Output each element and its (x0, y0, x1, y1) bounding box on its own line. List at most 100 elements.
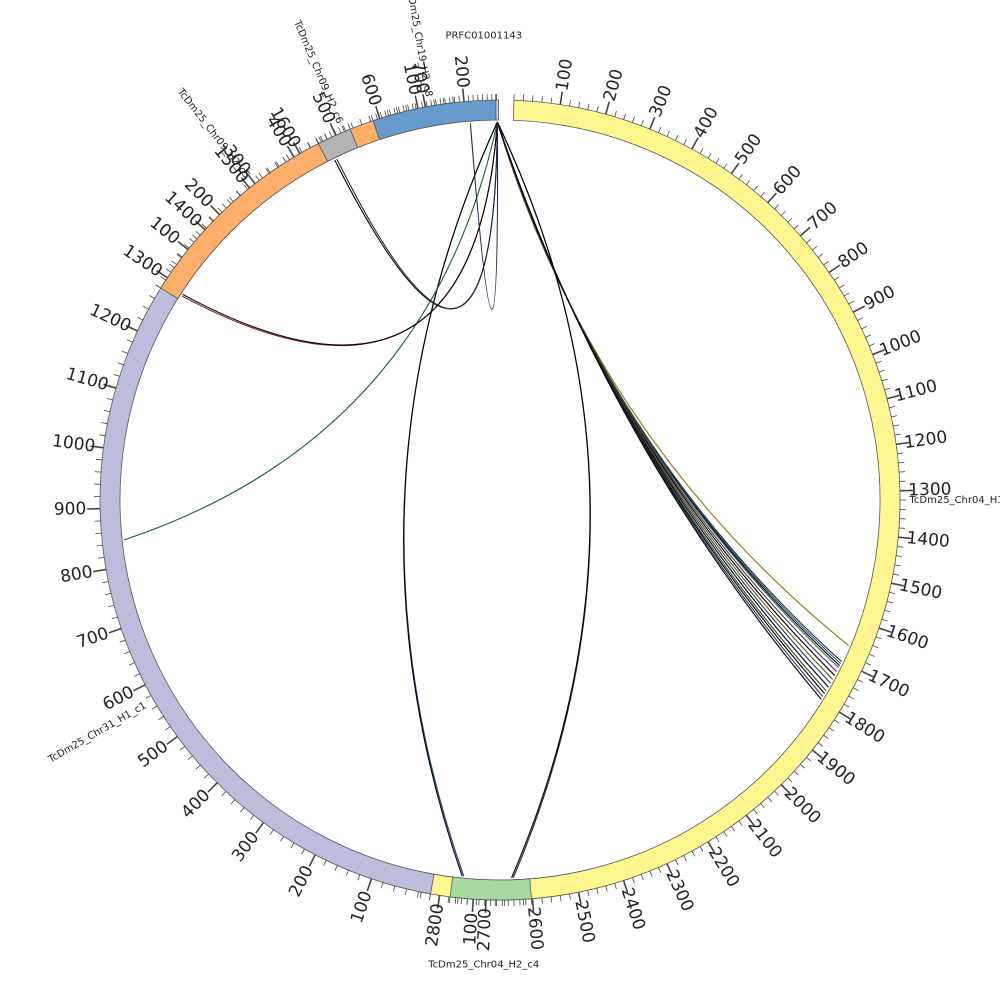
tick-chr31_h1_c1-1000 (90, 445, 104, 449)
tick-chr04_h1_c1-1800 (838, 711, 851, 720)
tick-chr04_h1_c1-860 (843, 292, 850, 297)
tick-chr09_h2_c5-440 (307, 142, 311, 148)
tick-chr04_h1_c1-1540 (886, 600, 893, 604)
tick-chr19_h2-20 (379, 111, 383, 118)
tick-chr04_h1_c1-1900 (811, 749, 823, 759)
tick-chr04_h1_c1-2280 (674, 859, 679, 866)
tick-chr04_h1_c1-1880 (817, 742, 824, 747)
tick-chr04_h1_c1-2240 (691, 850, 696, 857)
link-layer (123, 121, 850, 879)
tick-chr04_h1_c1-600 (767, 192, 777, 204)
tick-chr09_h2_c5-60 (171, 260, 177, 265)
tick-chr04_h1_c1-160 (587, 103, 590, 110)
tick-chr31_h1_c1-1640 (318, 136, 322, 143)
link-chr04_h2_c4-33 (496, 121, 591, 879)
tick-chr04_h1_c1-2780 (447, 896, 450, 903)
tick-label-chr31_h1_c1-500: 500 (134, 737, 172, 772)
tick-chr31_h1_c1-60 (392, 885, 396, 892)
tick-chr31_h1_c1-1460 (226, 199, 232, 205)
tick-chr09_h2_c5-560 (359, 118, 363, 125)
tick-chr04_h1_c1-1600 (878, 627, 892, 633)
tick-chr04_h1_c1-100 (559, 91, 564, 105)
tick-chr31_h1_c1-1140 (117, 362, 124, 366)
tick-chr04_h1_c1-1660 (868, 653, 875, 657)
segment-layer (99, 99, 901, 901)
tick-label-chr04_h1_c1-1200: 1200 (903, 427, 949, 453)
tick-chr04_h1_c1-720 (806, 238, 812, 244)
tick-chr04_h1_c1-1240 (898, 461, 905, 464)
tick-label-chr04_h1_c1-2400: 2400 (617, 885, 649, 932)
tick-label-chr04_h1_c1-400: 400 (690, 104, 723, 142)
tick-chr31_h1_c1-340 (240, 807, 245, 813)
tick-chr04_h1_c1-1020 (875, 360, 882, 364)
tick-chr04_h2_c4-130 (454, 897, 457, 904)
tick-chr04_h1_c1-2460 (596, 888, 599, 895)
tick-label-chr04_h1_c1-1900: 1900 (813, 747, 859, 790)
tick-chr31_h1_c1-620 (134, 673, 140, 677)
tick-chr04_h1_c1-2580 (541, 897, 543, 904)
tick-chr19_h2-30 (384, 110, 387, 117)
tick-chr09_h2_c5-720 (433, 99, 436, 106)
tick-chr04_h1_c1-1480 (893, 573, 900, 576)
segment-label-chr04_h2_c4: TcDm25_Chr04_H2_c4 (427, 960, 539, 971)
tick-chr04_h1_c1-2440 (605, 885, 608, 892)
tick-chr04_h1_c1-1560 (884, 609, 891, 613)
tick-chr19_h2-10 (375, 113, 378, 120)
tick-chr04_h1_c1-1500 (891, 582, 905, 587)
ideogram-prfc (495, 99, 500, 121)
tick-chr09_h2_c5-320 (258, 172, 263, 179)
tick-chr04_h1_c1-820 (833, 276, 840, 281)
tick-chr04_h1_c1-2140 (730, 826, 736, 832)
tick-chr04_h1_c1-1120 (889, 406, 896, 409)
tick-chr04_h1_c1-1160 (893, 424, 900, 427)
tick-chr31_h1_c1-80 (380, 882, 384, 889)
tick-chr04_h1_c1-280 (640, 119, 644, 126)
tick-chr31_h1_c1-1420 (208, 216, 214, 222)
tick-label-chr04_h1_c1-900: 900 (861, 282, 899, 315)
tick-chr31_h1_c1-1320 (169, 263, 175, 269)
segment-label-chr04_h1_c1: TcDm25_Chr04_H1_c1 (909, 495, 1000, 506)
tick-chr09_h2_c5-240 (229, 197, 234, 203)
tick-chr09_h2_c5-300 (246, 172, 256, 185)
tick-chr09_h2_c5-580 (368, 115, 372, 122)
tick-chr31_h1_c1-540 (158, 716, 164, 720)
tick-chr04_h1_c1-560 (753, 185, 758, 191)
tick-chr09_h2_c6-60 (342, 125, 346, 132)
tick-chr09_h2_c5-80 (177, 253, 183, 258)
tick-chr04_h1_c1-400 (691, 137, 699, 150)
tick-chr04_h1_c1-1180 (894, 433, 901, 436)
tick-chr09_h2_c6-10 (319, 135, 324, 142)
tick-label-chr04_h1_c1-1600: 1600 (884, 621, 931, 654)
tick-chr04_h1_c1-2260 (683, 855, 687, 861)
tick-chr04_h1_c1-2600 (531, 898, 535, 912)
ideogram-chr19_h2 (372, 99, 498, 141)
tick-chr04_h1_c1-2540 (559, 895, 562, 902)
tick-chr04_h1_c1-1700 (861, 670, 874, 678)
tick-chr04_h1_c1-2000 (780, 783, 791, 795)
tick-chr19_h2-70 (402, 105, 405, 112)
tick-chr31_h1_c1-1340 (176, 253, 182, 259)
tick-chr31_h1_c1-1580 (286, 154, 290, 161)
tick-chr04_h1_c1-2560 (550, 896, 553, 903)
tick-chr04_h1_c1-140 (578, 101, 581, 108)
tick-chr31_h1_c1-700 (108, 627, 122, 634)
tick-chr09_h2_c5-40 (165, 268, 172, 273)
tick-label-chr04_h1_c1-500: 500 (731, 130, 766, 168)
tick-chr09_h2_c6-30 (328, 131, 333, 138)
tick-chr04_h1_c1-660 (787, 217, 793, 223)
link-chr04_h1_c1-1745 (496, 121, 834, 680)
tick-chr31_h1_c1-360 (230, 799, 236, 805)
tick-chr31_h1_c1-180 (323, 860, 327, 866)
tick-chr04_h1_c1-2180 (715, 836, 720, 843)
tick-chr31_h1_c1-680 (119, 639, 126, 643)
tick-label-chr31_h1_c1-1100: 1100 (64, 364, 111, 395)
tick-chr09_h2_c5-360 (274, 162, 279, 168)
tick-chr09_h2_c5-600 (375, 105, 381, 119)
tick-label-chr04_h1_c1-2100: 2100 (743, 816, 785, 862)
tick-chr04_h1_c1-1520 (889, 591, 896, 595)
tick-chr04_h1_c1-240 (623, 113, 626, 120)
tick-chr09_h2_c6-50 (338, 127, 342, 134)
tick-chr04_h1_c1-760 (817, 253, 824, 258)
tick-chr04_h1_c1-1640 (872, 645, 879, 649)
tick-chr04_h1_c1-1420 (897, 546, 904, 548)
